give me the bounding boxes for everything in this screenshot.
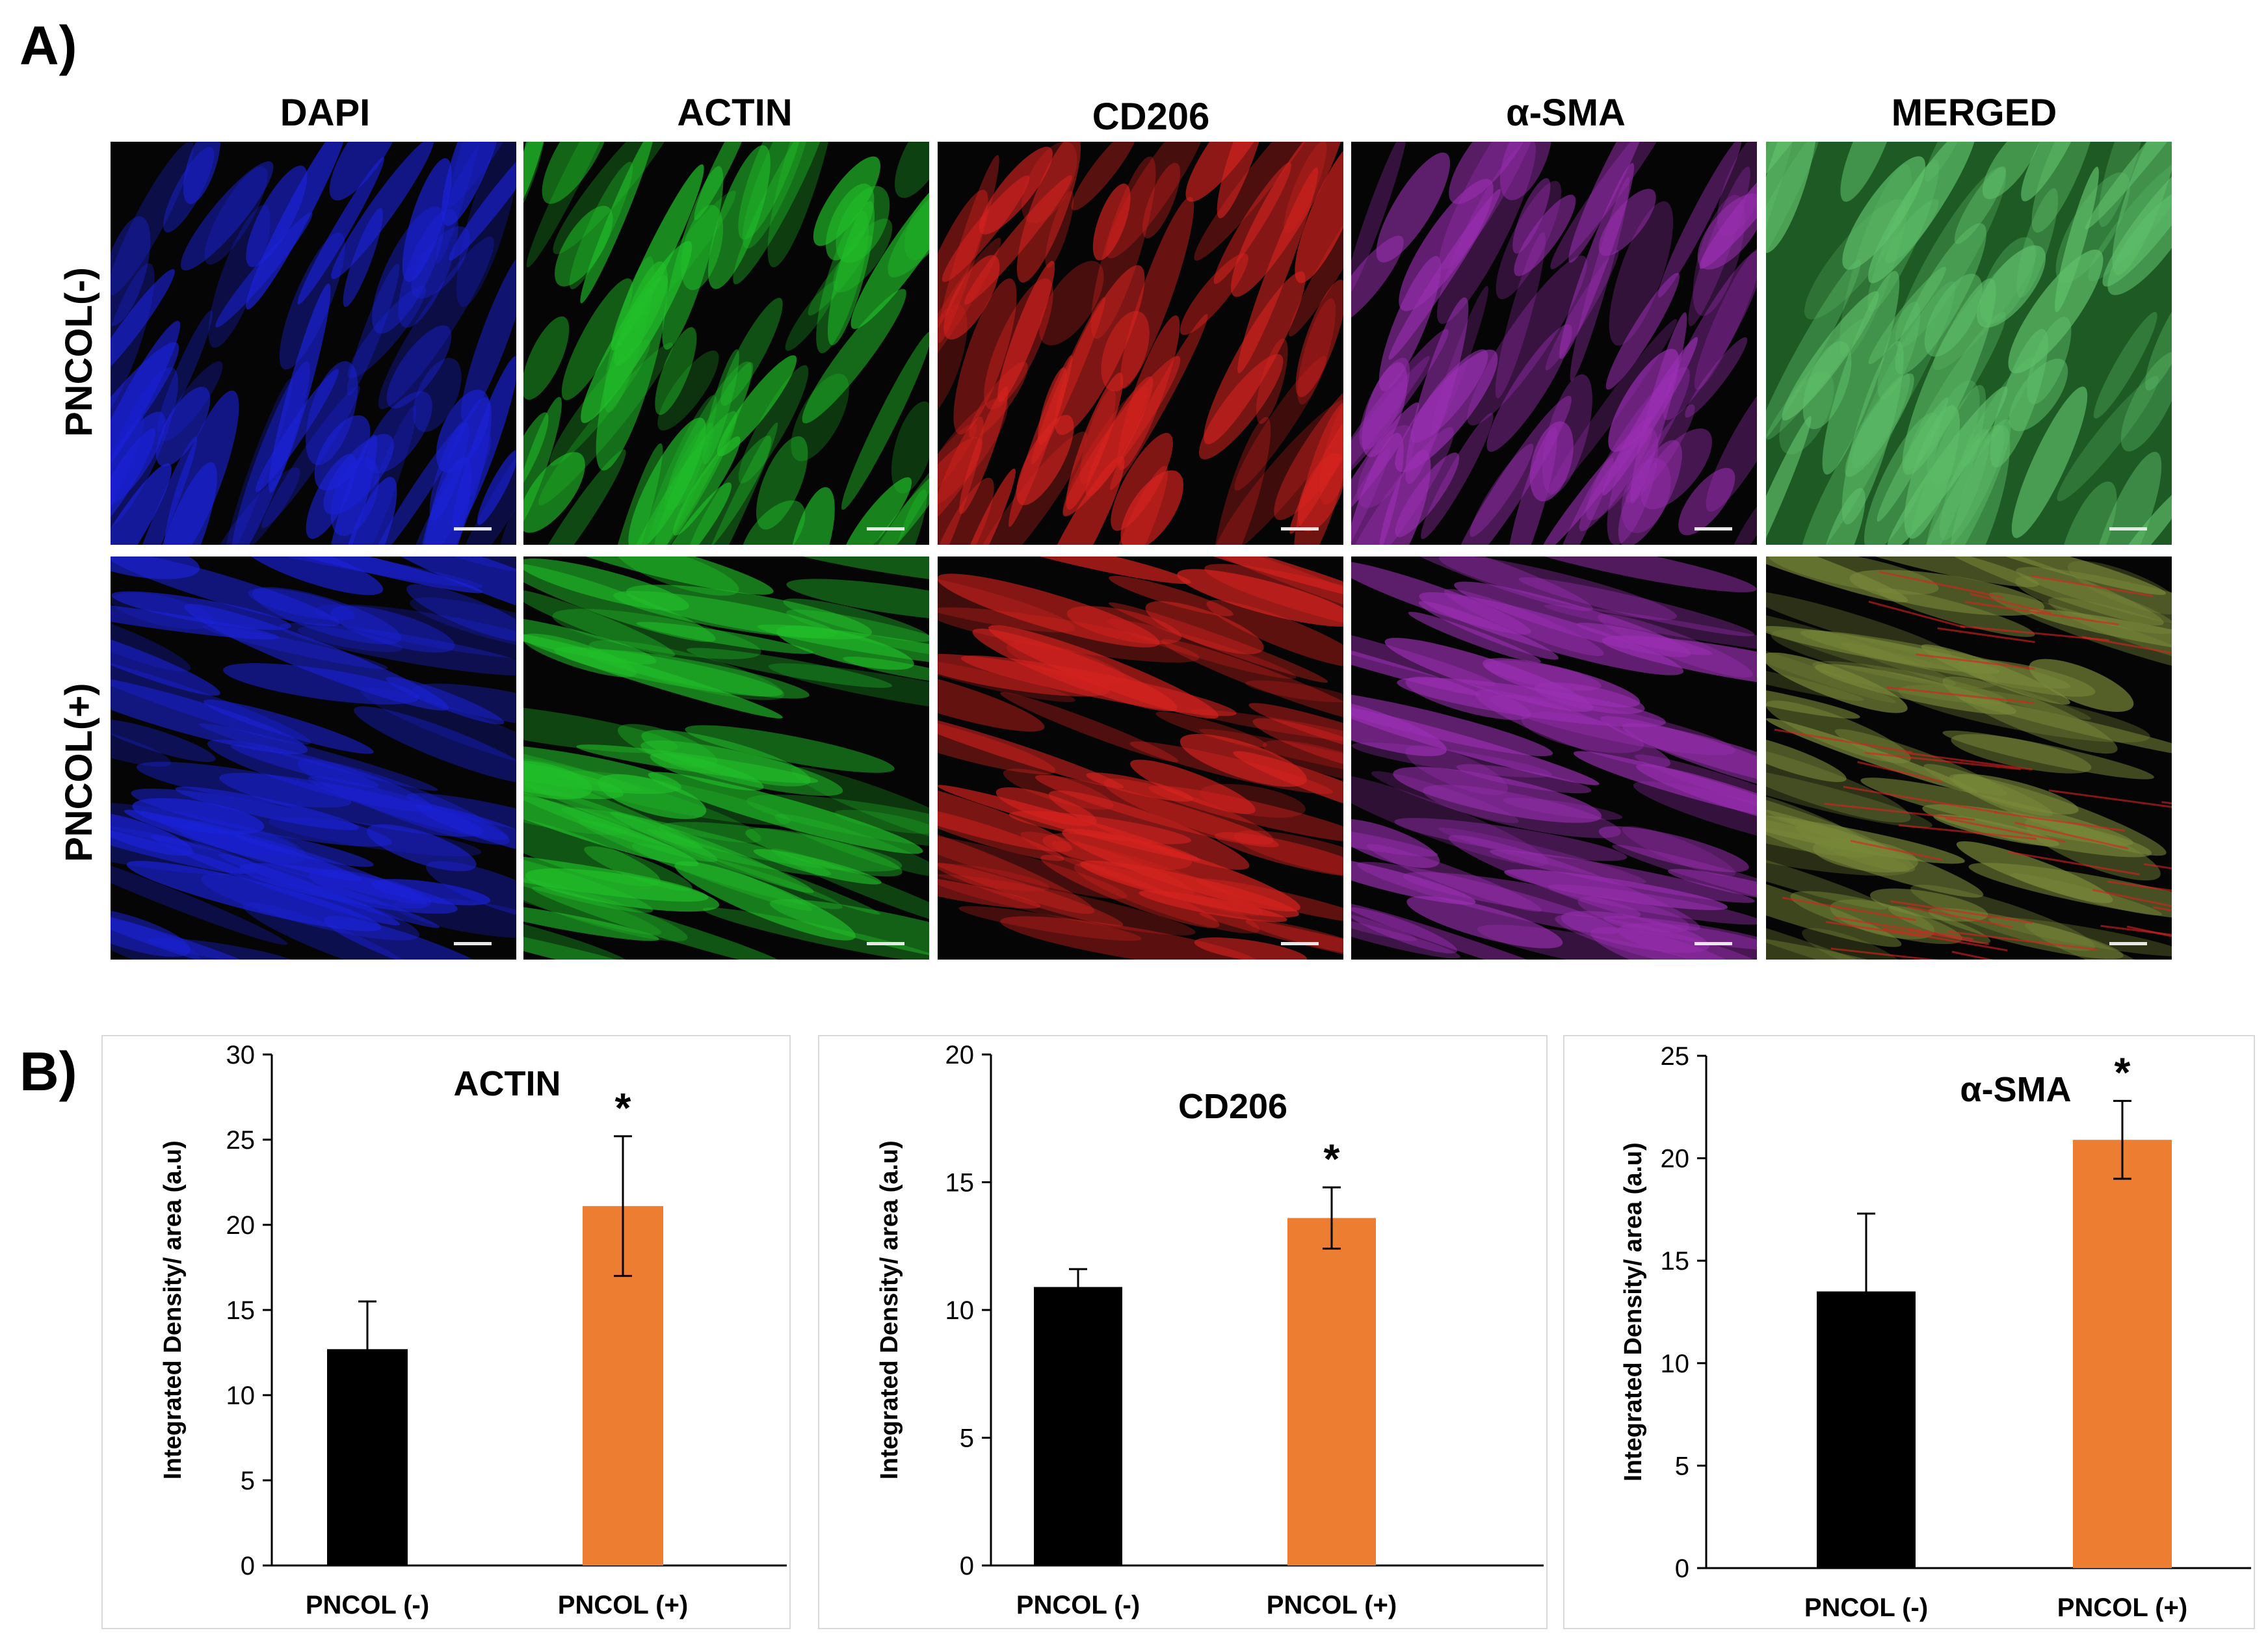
row-header-pncol-neg: PNCOL(-) (58, 267, 100, 437)
micrograph-pncol-neg-0 (111, 142, 516, 545)
scale-bar (454, 942, 492, 945)
scale-bar (867, 527, 904, 530)
scale-bar (454, 527, 492, 530)
micrograph-pncol-pos-3 (1351, 557, 1757, 960)
scale-bar (2109, 527, 2147, 530)
scale-bar (2109, 942, 2147, 945)
panel-a-label: A) (20, 15, 77, 76)
scale-bar (867, 942, 904, 945)
column-header-actin: ACTIN (677, 92, 793, 134)
scale-bar (1281, 527, 1319, 530)
scale-bar (1281, 942, 1319, 945)
row-header-pncol-pos: PNCOL(+) (58, 683, 100, 863)
scale-bar (1694, 527, 1732, 530)
micrograph-pncol-neg-2 (938, 142, 1343, 545)
chart-box-alpha-sma (1563, 1035, 2255, 1629)
chart-box-actin (101, 1035, 791, 1629)
column-header-alpha-sma: α-SMA (1506, 92, 1626, 134)
micrograph-pncol-neg-3 (1351, 142, 1757, 545)
micrograph-pncol-neg-1 (523, 142, 929, 545)
scale-bar (1694, 942, 1732, 945)
column-header-merged: MERGED (1891, 92, 2057, 134)
column-header-cd206: CD206 (1092, 96, 1210, 138)
chart-box-cd206 (818, 1035, 1548, 1629)
micrograph-pncol-neg-4 (1766, 142, 2172, 545)
panel-b-label: B) (20, 1041, 77, 1102)
column-header-dapi: DAPI (280, 92, 371, 134)
micrograph-pncol-pos-4 (1766, 557, 2172, 960)
micrograph-pncol-pos-0 (111, 557, 516, 960)
micrograph-pncol-pos-1 (523, 557, 929, 960)
micrograph-pncol-pos-2 (938, 557, 1343, 960)
